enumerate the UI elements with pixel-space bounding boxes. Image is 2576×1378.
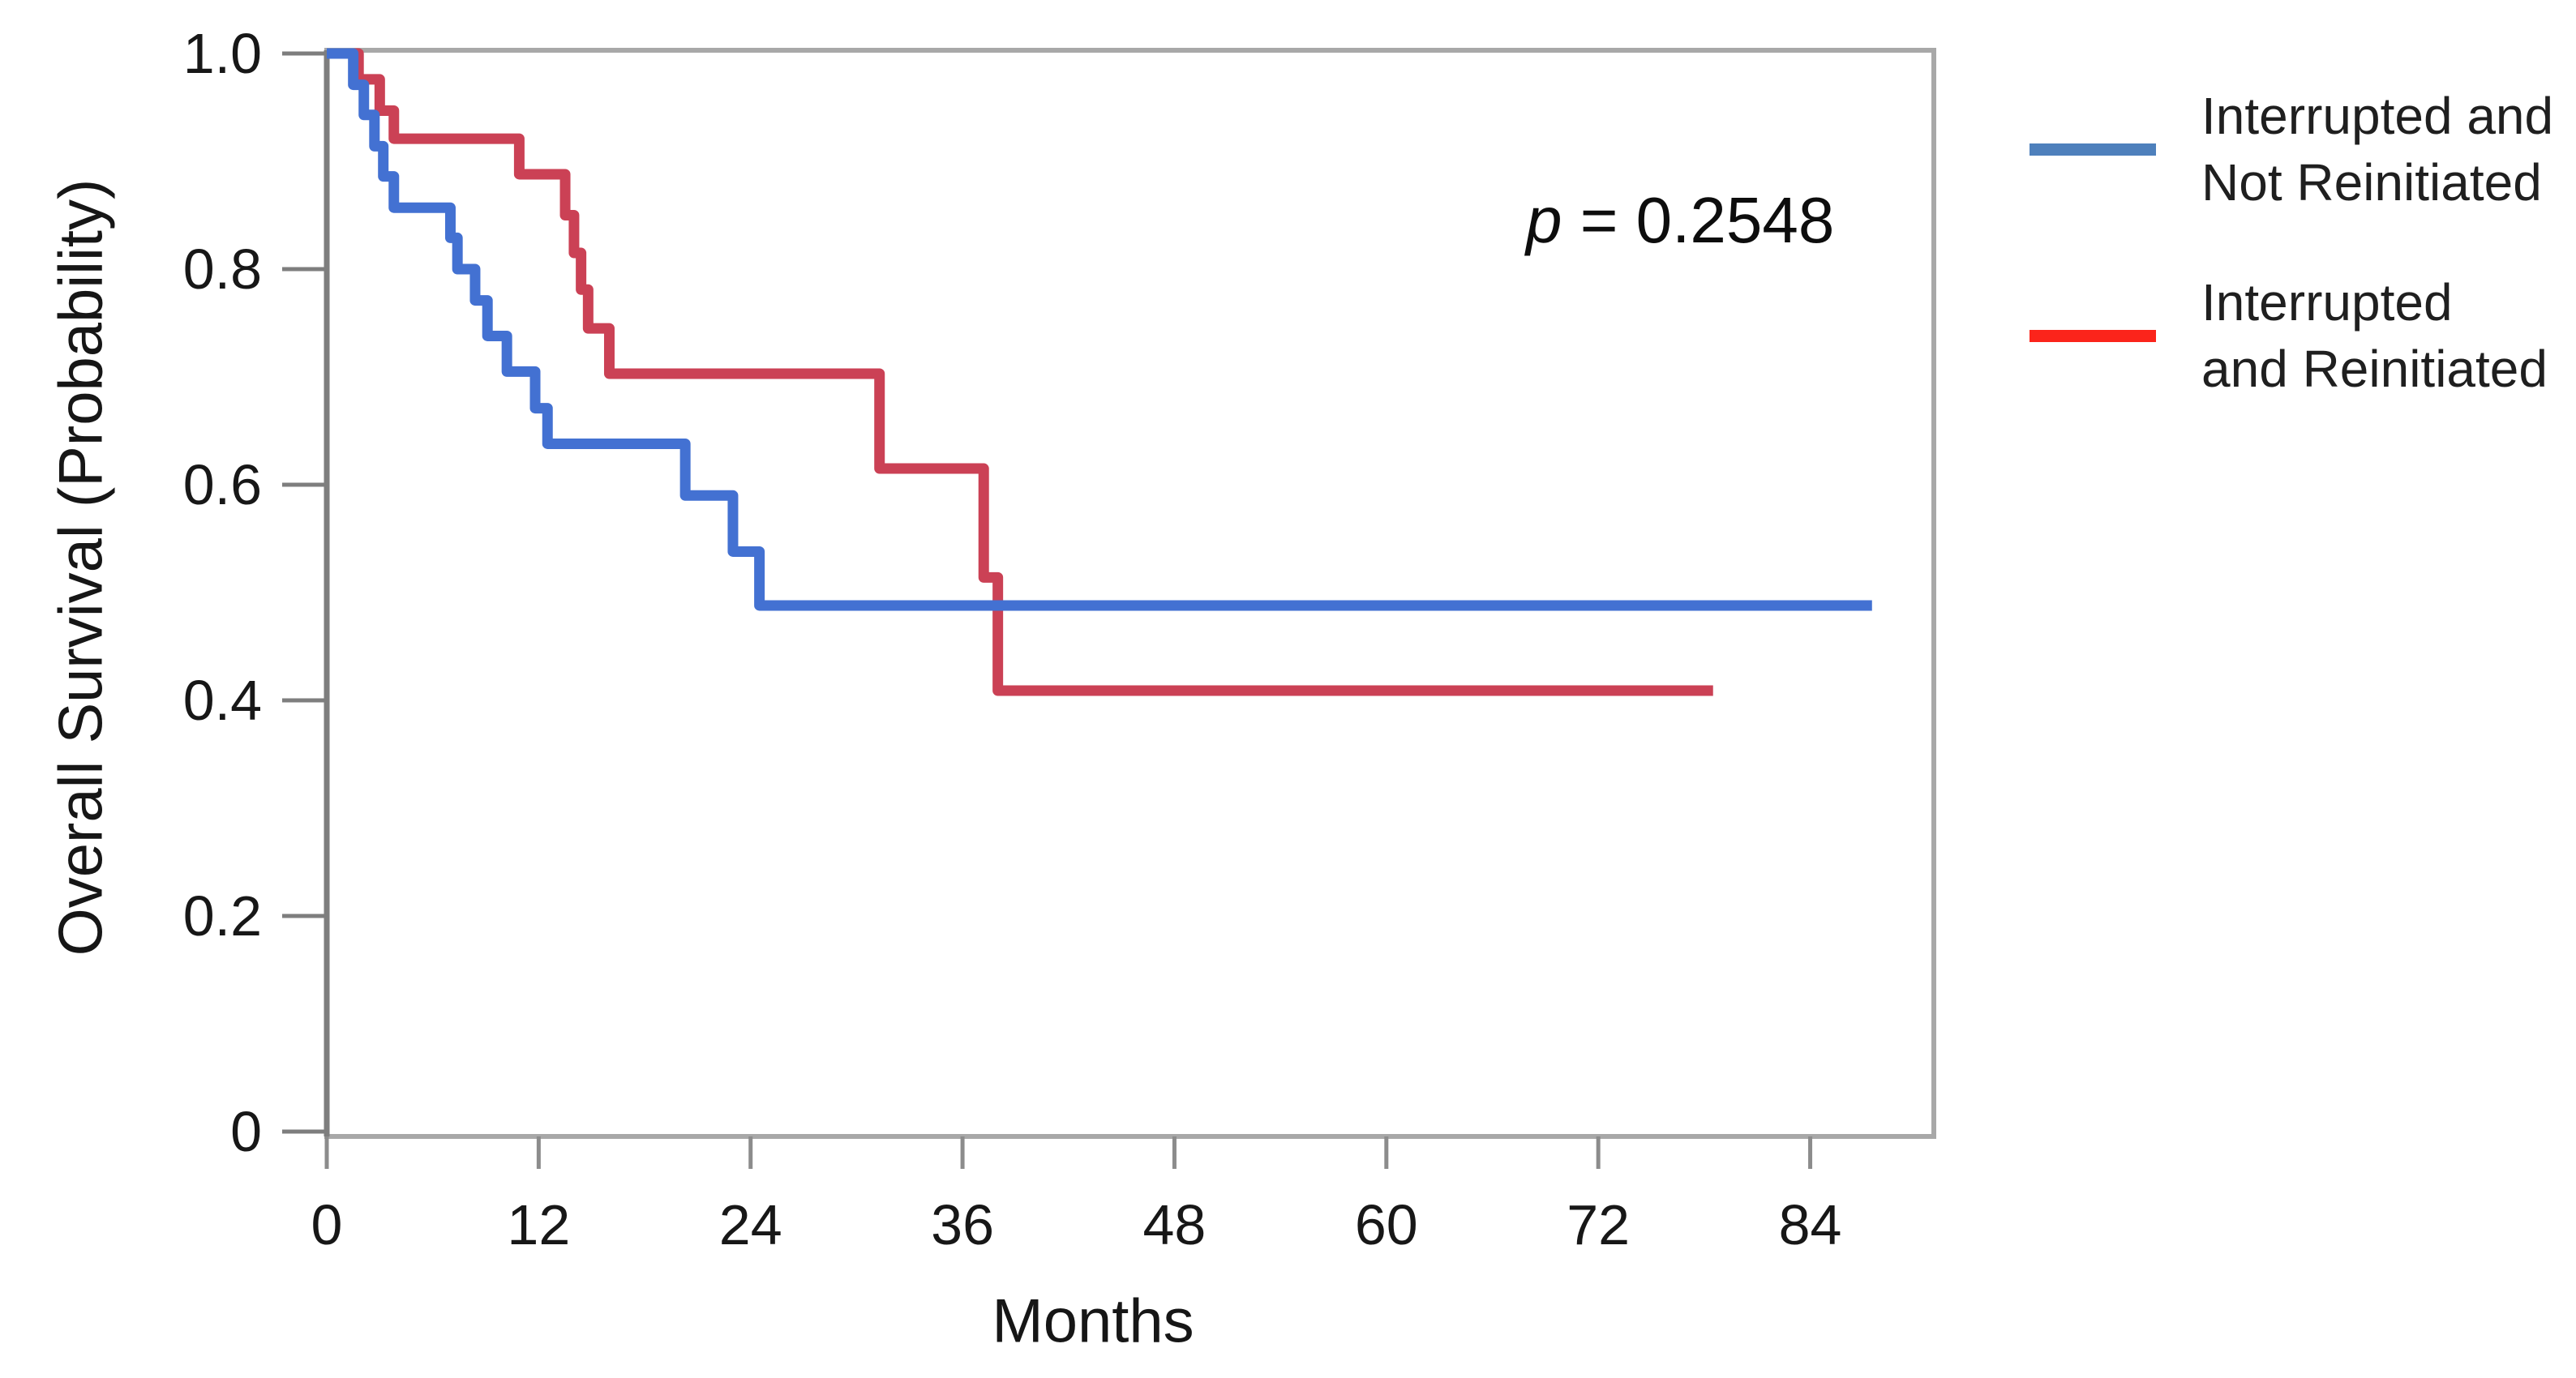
survival-curve-interrupted-and-not-reinitiated [327, 48, 1872, 611]
legend: Interrupted and Not Reinitiated Interrup… [2030, 83, 2553, 402]
survival-curve-interrupted-and-reinitiated [327, 48, 1713, 696]
y-tick-label: 0.2 [183, 884, 262, 948]
y-tick-label: 1.0 [183, 22, 262, 85]
x-tick-label: 36 [931, 1193, 994, 1256]
legend-swatch-blue-line-icon [2030, 143, 2156, 156]
y-tick-label: 0 [230, 1100, 262, 1163]
y-axis-title: Overall Survival (Probability) [46, 178, 116, 956]
legend-label-line: Interrupted [2201, 273, 2453, 332]
x-tick-label: 84 [1779, 1193, 1842, 1256]
legend-swatch-red-line-icon [2030, 329, 2156, 342]
legend-item-interrupted-not-reinitiated: Interrupted and Not Reinitiated [2030, 83, 2553, 216]
x-tick-label: 48 [1143, 1193, 1207, 1256]
y-tick-label: 0.8 [183, 238, 262, 301]
p-value-text: = 0.2548 [1562, 184, 1835, 256]
x-axis-title: Months [992, 1286, 1194, 1356]
p-value-symbol: p [1526, 184, 1562, 256]
x-tick-label: 24 [719, 1193, 782, 1256]
p-value-annotation: p = 0.2548 [1526, 183, 1834, 258]
x-tick-label: 0 [311, 1193, 343, 1256]
y-tick-label: 0.4 [183, 669, 262, 732]
legend-label-line: Not Reinitiated [2201, 153, 2542, 212]
legend-item-interrupted-reinitiated: Interrupted and Reinitiated [2030, 269, 2553, 402]
x-tick-label: 72 [1567, 1193, 1630, 1256]
y-tick-label: 0.6 [183, 453, 262, 516]
legend-label-line: and Reinitiated [2201, 340, 2548, 398]
legend-label-line: Interrupted and [2201, 87, 2554, 145]
x-tick-label: 60 [1355, 1193, 1418, 1256]
x-tick-label: 12 [507, 1193, 570, 1256]
